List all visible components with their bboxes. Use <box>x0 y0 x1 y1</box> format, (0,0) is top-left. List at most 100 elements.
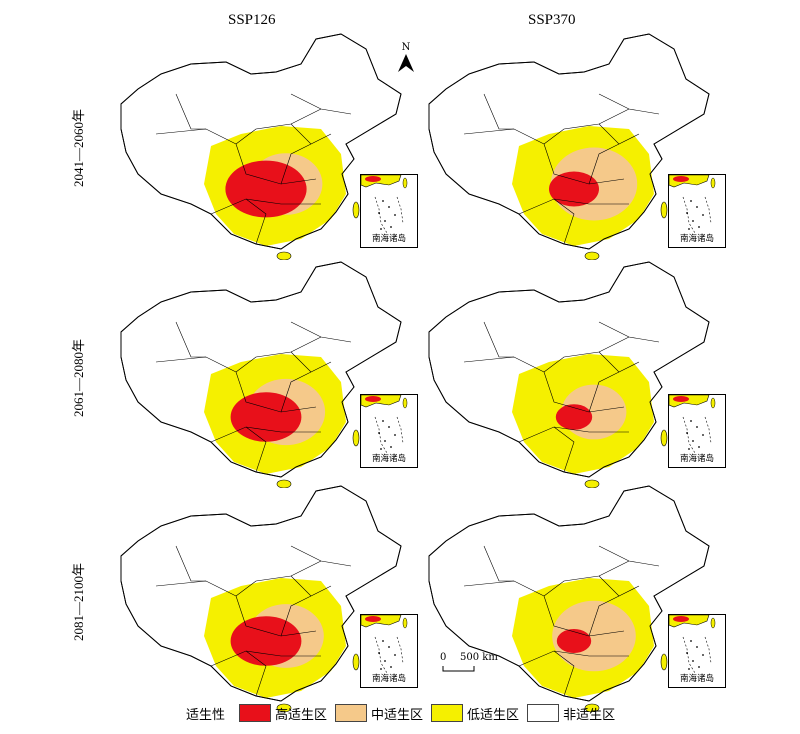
south-china-sea-inset: 南海诸岛 <box>360 394 418 468</box>
map-panel <box>112 482 412 712</box>
island-dot <box>380 228 382 230</box>
inset-coastline <box>360 614 402 628</box>
inset-high-region <box>673 176 689 182</box>
dashed-boundary <box>682 416 712 454</box>
island-dot <box>698 226 700 228</box>
island-dot <box>382 640 384 642</box>
map-panel <box>112 258 412 488</box>
island-dot <box>388 206 390 208</box>
south-china-sea-inset: 南海诸岛 <box>360 614 418 688</box>
island-dot <box>390 666 392 668</box>
inset-taiwan <box>402 177 408 189</box>
province-boundary <box>280 595 312 637</box>
inset-high-region <box>673 396 689 402</box>
inset-label: 南海诸岛 <box>679 454 714 464</box>
legend-swatch <box>527 704 560 722</box>
scale-zero: 0 <box>440 652 447 663</box>
province-boundary <box>553 426 575 473</box>
china-border <box>428 261 710 478</box>
province-boundary <box>543 143 625 185</box>
province-boundary <box>235 108 322 145</box>
inset-map <box>360 614 408 674</box>
dashed-boundary <box>682 196 712 234</box>
island-dot <box>380 448 382 450</box>
province-boundary <box>543 108 630 145</box>
province-boundary <box>210 650 321 667</box>
province-boundary <box>483 545 514 582</box>
inset-map <box>668 614 716 674</box>
legend-label: 非适生区 <box>563 707 616 723</box>
hainan-island <box>276 251 292 260</box>
island-dot <box>390 226 392 228</box>
island-dot <box>692 440 694 442</box>
province-boundary <box>598 321 660 343</box>
inset-label: 南海诸岛 <box>679 674 714 684</box>
legend-swatch <box>335 704 368 722</box>
island-dot <box>388 646 390 648</box>
china-border <box>428 33 710 250</box>
inset-coastline <box>360 174 402 188</box>
row-title-2081-2100: 2081—2100年 <box>71 563 86 642</box>
province-boundary <box>280 143 312 185</box>
island-dot <box>394 434 396 436</box>
inset-label: 南海诸岛 <box>371 454 406 464</box>
province-boundary <box>598 545 660 567</box>
island-dot <box>388 426 390 428</box>
island-dot <box>692 660 694 662</box>
scale-bar-line <box>442 666 475 672</box>
inset-label: 南海诸岛 <box>371 234 406 244</box>
china-border <box>120 485 402 702</box>
province-boundary <box>290 321 352 343</box>
island-dot <box>702 214 704 216</box>
legend-item-medium: 中适生区 <box>335 704 423 723</box>
island-dot <box>382 420 384 422</box>
china-map <box>120 261 402 488</box>
inset-label: 南海诸岛 <box>371 674 406 684</box>
province-boundary <box>290 93 352 115</box>
scale-distance: 500 km <box>460 652 498 663</box>
taiwan-island <box>352 653 360 671</box>
south-china-sea-inset: 南海诸岛 <box>668 614 726 688</box>
province-boundary <box>543 336 630 373</box>
province-boundary <box>598 93 660 115</box>
island-dot <box>698 446 700 448</box>
inset-coastline <box>668 614 710 628</box>
province-boundary <box>235 371 317 413</box>
province-boundary <box>553 198 575 245</box>
province-boundary <box>210 426 321 443</box>
inset-label: 南海诸岛 <box>679 234 714 244</box>
island-dot <box>380 668 382 670</box>
dashed-boundary <box>374 416 404 454</box>
legend-item-high: 高适生区 <box>239 704 327 723</box>
map-panel <box>112 30 412 260</box>
inset-taiwan <box>402 617 408 629</box>
legend-title: 适生性 <box>186 707 226 723</box>
inset-map <box>360 394 408 454</box>
column-title-ssp370: SSP370 <box>528 12 576 28</box>
province-boundary <box>245 198 267 245</box>
inset-coastline <box>668 174 710 188</box>
island-dot <box>690 640 692 642</box>
legend-label: 低适生区 <box>467 707 520 723</box>
province-boundary <box>280 371 312 413</box>
island-dot <box>394 654 396 656</box>
island-dot <box>692 220 694 222</box>
province-boundary <box>518 650 629 667</box>
dashed-boundary <box>682 636 712 674</box>
china-map <box>120 485 402 712</box>
province-boundary <box>518 198 629 215</box>
province-boundary <box>245 426 267 473</box>
scale-bar: 0 500 km <box>440 652 510 676</box>
column-title-ssp126: SSP126 <box>228 12 276 28</box>
row-title-2061-2080: 2061—2080年 <box>71 339 86 418</box>
china-border <box>120 261 402 478</box>
province-boundary <box>175 321 206 358</box>
high-suitability-region <box>230 616 302 666</box>
island-dot <box>382 200 384 202</box>
inset-coastline <box>360 394 402 408</box>
province-boundary <box>210 198 321 215</box>
province-boundary <box>245 650 267 697</box>
south-china-sea-inset: 南海诸岛 <box>668 394 726 468</box>
hainan-island <box>584 479 600 488</box>
taiwan-island <box>660 201 668 219</box>
